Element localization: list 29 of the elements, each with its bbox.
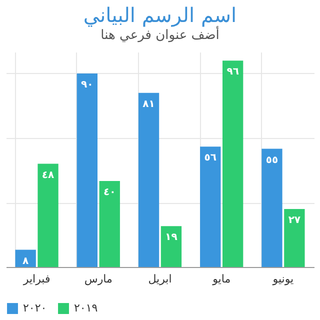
data-label: ٤٠ — [104, 187, 116, 198]
data-label: ٥٦ — [204, 152, 216, 164]
bar — [262, 148, 282, 267]
bar — [200, 146, 221, 267]
data-label: ١٩ — [165, 232, 178, 244]
x-tick-label: فبراير — [22, 272, 50, 286]
data-label: ٩٦ — [226, 66, 239, 78]
x-tick-label: يونيو — [272, 272, 294, 286]
chart-title: اسم الرسم البياني — [83, 3, 237, 27]
legend-label: ٢٠١٩ — [74, 302, 98, 315]
bar — [99, 181, 120, 267]
data-label: ٨ — [22, 256, 29, 267]
data-label: ٢٧ — [288, 214, 301, 226]
bar — [160, 226, 182, 267]
x-tick-label: مارس — [84, 272, 112, 286]
chart-subtitle: أضف عنوان فرعي هنا — [100, 26, 220, 43]
x-tick-label: ابريل — [148, 272, 172, 286]
bar — [38, 164, 58, 267]
data-label: ٥٥ — [266, 154, 278, 166]
legend-label: ٢٠٢٠ — [23, 302, 47, 315]
data-label: ٤٨ — [42, 170, 54, 181]
bar — [138, 92, 160, 267]
bar — [15, 250, 36, 267]
x-tick-label: مايو — [212, 272, 231, 286]
data-label: ٨١ — [142, 98, 155, 110]
bar — [284, 208, 305, 267]
bar — [76, 74, 98, 267]
bar — [222, 60, 244, 267]
data-label: ٩٠ — [81, 80, 94, 90]
